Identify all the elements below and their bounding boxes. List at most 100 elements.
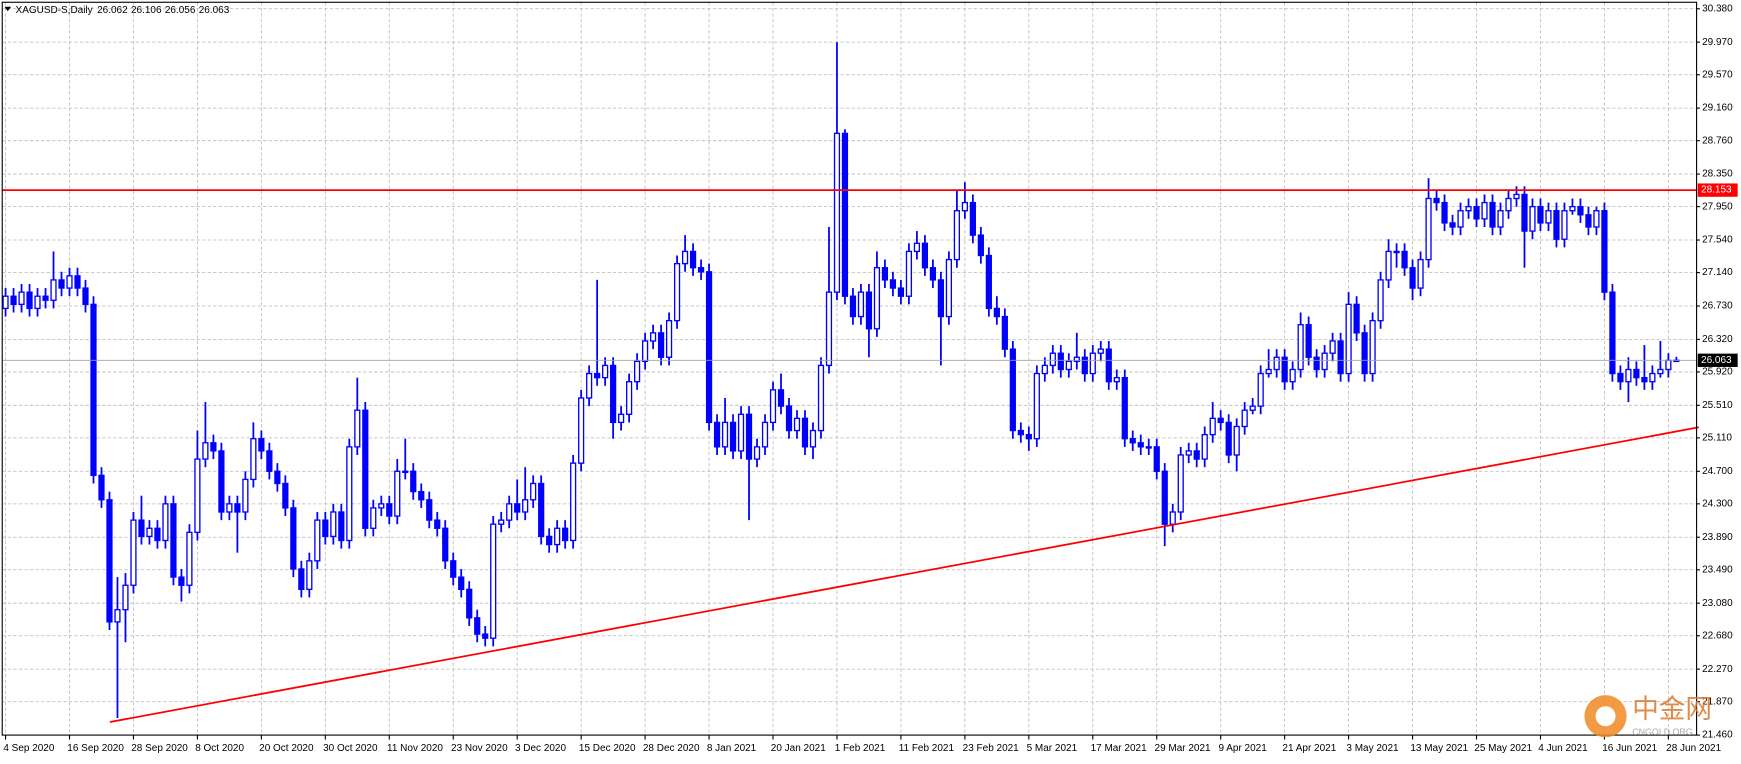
x-tick-label: 17 Mar 2021 — [1091, 743, 1148, 754]
y-tick-label: 25.920 — [1702, 367, 1733, 378]
candle-body — [386, 503, 393, 517]
candle-body — [1297, 324, 1304, 371]
y-tick-label: 23.080 — [1702, 598, 1733, 609]
candle-body — [1377, 279, 1384, 322]
candle-body — [1025, 433, 1032, 440]
y-tick-label: 30.380 — [1702, 3, 1733, 14]
candle-body — [1601, 210, 1608, 293]
candle-body — [1065, 360, 1072, 371]
candle-body — [1497, 210, 1504, 228]
x-tick-label: 23 Feb 2021 — [963, 743, 1020, 754]
x-tick-label: 3 Dec 2020 — [515, 743, 567, 754]
candle-body — [1489, 201, 1496, 228]
candle-body — [777, 389, 785, 407]
candle-body — [753, 446, 761, 460]
candle-body — [250, 438, 257, 481]
grid-layer — [2, 2, 1697, 736]
candle-body — [1321, 352, 1328, 371]
candle-body — [729, 421, 737, 452]
candle-body — [817, 364, 825, 432]
candle-body — [314, 519, 321, 562]
candle-body — [138, 519, 145, 538]
x-tick-label: 8 Jan 2021 — [707, 743, 757, 754]
candle-body — [849, 295, 857, 318]
x-tick-label: 28 Jun 2021 — [1666, 743, 1721, 754]
candle-body — [1249, 405, 1256, 411]
candle-body — [274, 470, 281, 485]
candle-body — [266, 450, 273, 472]
x-tick-label: 30 Oct 2020 — [323, 743, 378, 754]
y-tick-label: 23.890 — [1702, 532, 1733, 543]
candle-body — [626, 381, 633, 415]
candle-body — [1609, 291, 1616, 375]
x-tick-label: 4 Jun 2021 — [1538, 743, 1588, 754]
x-tick-label: 28 Sep 2020 — [131, 743, 188, 754]
candle-body — [242, 478, 249, 513]
x-tick-label: 15 Dec 2020 — [579, 743, 636, 754]
candles-layer — [2, 42, 1680, 718]
chart-header: XAGUSD-S,Daily 26.062 26.106 26.056 26.063 — [16, 5, 230, 16]
menu-icon[interactable] — [4, 6, 12, 12]
candle-body — [761, 421, 769, 448]
candle-body — [1305, 324, 1312, 358]
x-tick-label: 4 Sep 2020 — [3, 743, 55, 754]
candle-body — [665, 319, 673, 358]
candle-body — [186, 531, 193, 586]
candle-body — [1625, 368, 1632, 383]
candle-body — [1233, 425, 1240, 456]
candle-body — [610, 364, 617, 424]
candle-body — [1385, 250, 1392, 281]
candle-body — [1033, 372, 1040, 440]
candle-body — [210, 442, 217, 452]
candle-body — [1001, 315, 1008, 350]
resistance-label: 28.153 — [1701, 185, 1732, 196]
candle-body — [1177, 454, 1184, 513]
overlay-layer: 30.380 29.970 29.570 29.160 28.760 28.350 27.9… — [2, 3, 1738, 754]
candle-body — [218, 450, 225, 513]
y-tick-label: 27.140 — [1702, 267, 1733, 278]
y-tick-label: 26.320 — [1702, 334, 1733, 345]
candle-body — [618, 413, 625, 424]
candle-body — [578, 397, 585, 464]
candle-body — [1577, 205, 1584, 216]
x-tick-label: 16 Sep 2020 — [67, 743, 124, 754]
y-tick-label: 26.730 — [1702, 301, 1733, 312]
candle-body — [1529, 205, 1536, 232]
candle-body — [594, 372, 601, 379]
candle-body — [657, 332, 665, 358]
candle-body — [1457, 210, 1464, 228]
candle-body — [921, 242, 929, 269]
candle-body — [1145, 446, 1152, 449]
candle-body — [346, 446, 353, 542]
candle-body — [1401, 250, 1408, 269]
candle-body — [1633, 368, 1640, 379]
candle-body — [178, 576, 185, 586]
candle-body — [1225, 421, 1232, 456]
x-tick-label: 1 Feb 2021 — [835, 743, 886, 754]
candle-body — [282, 482, 289, 509]
candle-body — [913, 242, 921, 253]
candle-body — [905, 250, 913, 297]
candle-body — [506, 503, 513, 521]
candle-body — [1017, 429, 1024, 436]
candle-body — [1201, 433, 1208, 460]
candle-body — [1593, 210, 1600, 228]
y-tick-label: 23.490 — [1702, 564, 1733, 575]
candle-body — [1281, 356, 1288, 383]
candle-body — [226, 503, 233, 513]
x-tick-label: 8 Oct 2020 — [195, 743, 244, 754]
candle-body — [721, 421, 729, 448]
y-tick-label: 24.300 — [1702, 498, 1733, 509]
candle-body — [1481, 201, 1488, 220]
candle-body — [1505, 197, 1512, 212]
candle-body — [865, 291, 873, 330]
candle-body — [1073, 356, 1080, 363]
candle-body — [985, 254, 992, 310]
candle-body — [66, 275, 73, 289]
candle-body — [362, 409, 369, 529]
candle-body — [1553, 210, 1560, 240]
candle-body — [1657, 368, 1664, 375]
candle-body — [785, 405, 793, 432]
candle-body — [649, 332, 657, 342]
